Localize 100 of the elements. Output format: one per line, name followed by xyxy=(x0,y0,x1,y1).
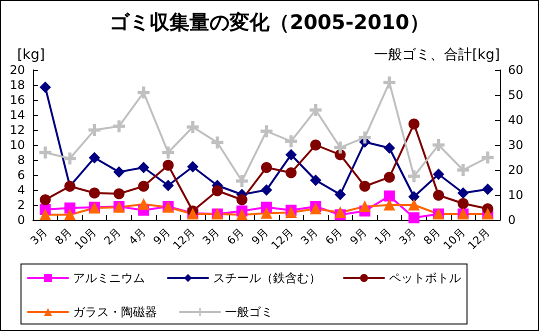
point xyxy=(384,142,395,154)
point xyxy=(162,146,174,158)
point xyxy=(358,132,371,144)
legend-label: 一般ゴミ xyxy=(225,305,273,319)
point xyxy=(334,142,346,154)
point xyxy=(458,198,469,209)
point xyxy=(138,198,150,210)
x-tick-label: 12月 xyxy=(268,225,296,252)
point xyxy=(88,124,100,136)
point xyxy=(408,118,420,130)
point xyxy=(114,166,125,178)
point xyxy=(433,190,444,201)
y2-tick-label: 10 xyxy=(508,188,524,202)
point xyxy=(359,180,370,192)
point xyxy=(187,161,198,172)
point xyxy=(88,188,100,198)
y2-tick-label: 40 xyxy=(508,113,524,127)
point xyxy=(64,209,76,220)
y-tick-label: 0 xyxy=(17,213,25,227)
point xyxy=(40,194,51,206)
point xyxy=(138,162,150,173)
point xyxy=(408,200,420,210)
point xyxy=(40,209,51,220)
x-tick-label: 9月 xyxy=(347,225,370,248)
y2-axis-title: 一般ゴミ、合計[kg] xyxy=(374,47,500,63)
point xyxy=(384,190,395,202)
x-tick-label: 9月 xyxy=(249,225,272,248)
point xyxy=(162,180,174,191)
y-tick-label: 18 xyxy=(10,78,25,92)
y2-tick-label: 50 xyxy=(508,88,524,102)
point xyxy=(310,104,322,116)
point xyxy=(286,207,297,218)
x-tick-label: 8月 xyxy=(421,225,444,248)
point xyxy=(261,184,272,196)
y-tick-label: 8 xyxy=(17,153,25,167)
x-tick-label: 8月 xyxy=(52,225,74,248)
y-tick-label: 14 xyxy=(10,108,25,122)
point xyxy=(482,152,494,164)
x-tick-label: 3月 xyxy=(28,225,50,248)
y2-tick-label: 20 xyxy=(508,163,524,177)
y-axis-title: [kg] xyxy=(17,47,45,63)
point xyxy=(88,152,100,164)
point xyxy=(260,125,272,138)
y-tick-label: 6 xyxy=(17,168,25,182)
chart-title: ゴミ収集量の変化（2005-2010） xyxy=(110,10,430,34)
x-tick-label: 2月 xyxy=(102,225,124,248)
x-tick-label: 10月 xyxy=(72,225,100,252)
x-tick-label: 4月 xyxy=(126,225,148,248)
point xyxy=(236,175,248,187)
y-tick-label: 16 xyxy=(10,93,25,107)
point xyxy=(334,189,346,200)
point xyxy=(334,207,346,218)
point xyxy=(64,152,76,164)
point xyxy=(162,160,174,171)
point xyxy=(138,180,150,192)
x-tick-label: 6月 xyxy=(322,225,345,248)
y-tick-label: 12 xyxy=(10,123,25,137)
point xyxy=(286,149,297,160)
point xyxy=(383,76,396,88)
point xyxy=(286,167,297,178)
point xyxy=(138,86,150,98)
legend-label: ガラス・陶磁器 xyxy=(73,305,157,319)
legend-label: スチール（鉄含む） xyxy=(213,271,321,285)
point xyxy=(384,200,395,210)
legend-label: ペットボトル xyxy=(389,271,461,285)
y-tick-label: 10 xyxy=(10,138,25,152)
point xyxy=(236,194,248,206)
x-tick-label: 3月 xyxy=(200,225,222,248)
y-tick-label: 20 xyxy=(10,63,25,77)
point xyxy=(482,184,494,195)
point xyxy=(310,203,322,214)
y2-tick-label: 30 xyxy=(508,138,524,152)
point xyxy=(408,212,420,224)
point xyxy=(433,168,444,180)
point xyxy=(310,174,322,186)
y2-tick-label: 60 xyxy=(508,63,524,77)
point xyxy=(261,208,272,219)
point xyxy=(113,120,126,132)
point xyxy=(458,188,469,198)
point xyxy=(211,136,224,148)
x-tick-label: 6月 xyxy=(224,225,247,248)
point xyxy=(457,164,470,176)
y-tick-label: 4 xyxy=(17,183,25,197)
point xyxy=(40,82,51,93)
point xyxy=(114,188,125,200)
point xyxy=(384,172,395,183)
x-tick-label: 10月 xyxy=(440,225,468,252)
point xyxy=(186,121,199,133)
x-tick-label: 3月 xyxy=(298,225,320,248)
x-tick-label: 3月 xyxy=(396,225,419,248)
point xyxy=(64,202,76,214)
point xyxy=(236,209,248,220)
x-tick-label: 12月 xyxy=(465,225,492,252)
x-tick-label: 1月 xyxy=(372,225,394,248)
x-tick-label: 12月 xyxy=(170,225,198,252)
point xyxy=(359,201,370,212)
point xyxy=(408,170,420,182)
legend-label: アルミニウム xyxy=(73,271,145,285)
point xyxy=(432,139,445,151)
point xyxy=(285,135,298,148)
